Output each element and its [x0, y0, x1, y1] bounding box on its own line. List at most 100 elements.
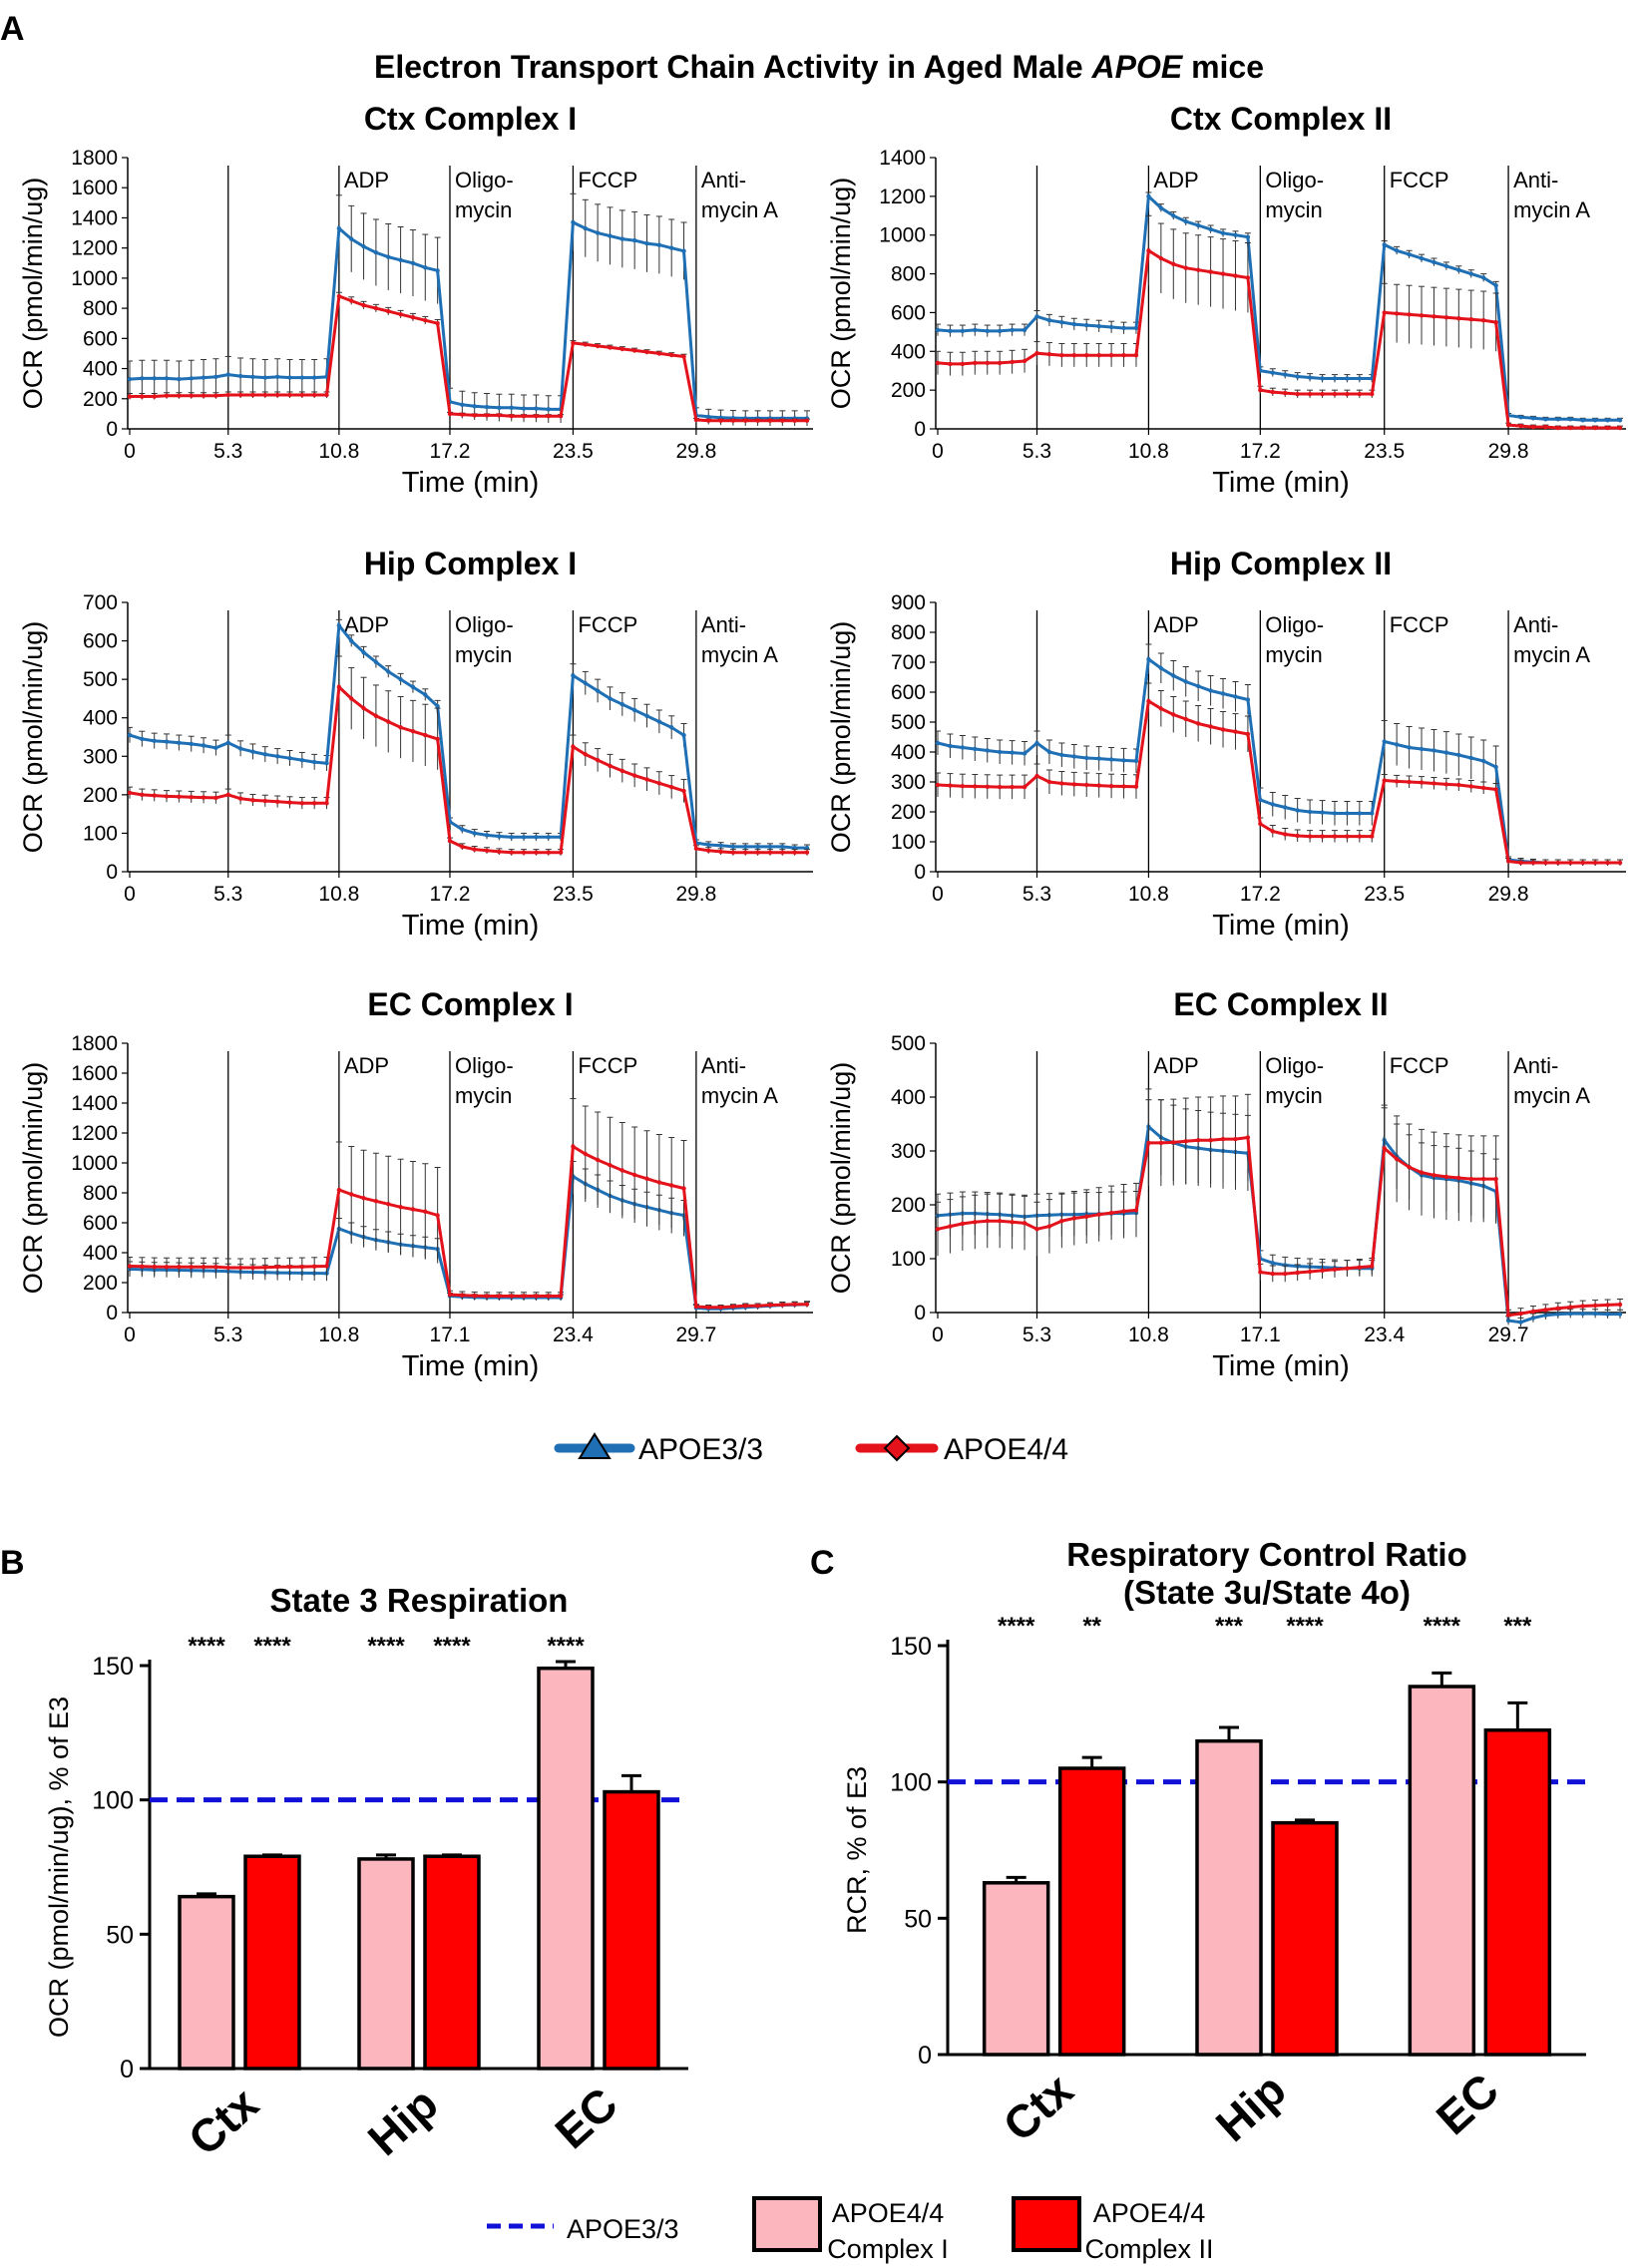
x-tick-label: 17.2 [430, 883, 471, 906]
data-point [644, 777, 649, 782]
data-point [1568, 1311, 1573, 1317]
x-tick-label: 5.3 [1023, 440, 1051, 463]
data-point [1295, 1270, 1300, 1276]
significance-label: **** [547, 1633, 585, 1660]
data-point [447, 411, 453, 417]
data-point [237, 392, 243, 398]
data-point [693, 1304, 699, 1310]
data-point [262, 1265, 267, 1270]
y-tick-label: 100 [83, 822, 118, 845]
y-tick-label: 100 [891, 831, 926, 854]
data-point [127, 732, 133, 738]
data-point [1034, 1227, 1039, 1232]
data-point [497, 413, 502, 418]
data-point [1195, 683, 1201, 689]
data-point [1046, 1224, 1052, 1229]
data-point [1010, 359, 1015, 365]
data-point [755, 418, 760, 423]
data-point [656, 351, 662, 356]
series-apoe44 [935, 682, 1623, 866]
data-point [1456, 752, 1461, 758]
series-line [937, 192, 1620, 422]
legend-label-apoe33: APOE3/3 [638, 1433, 763, 1466]
data-point [1208, 269, 1213, 274]
data-point [373, 713, 379, 718]
data-point [140, 376, 145, 381]
injection-label: Anti- [1513, 612, 1558, 637]
y-tick-label: 0 [914, 861, 926, 884]
injection-label: mycin [1265, 197, 1322, 222]
data-point [1245, 697, 1251, 702]
data-point [201, 393, 206, 398]
data-point [152, 738, 157, 744]
data-point [1605, 860, 1610, 866]
injection-label: mycin A [1513, 642, 1590, 667]
data-point [960, 361, 966, 367]
data-point [1295, 391, 1300, 397]
y-tick-label: 1400 [879, 147, 926, 170]
data-point [1432, 781, 1436, 786]
data-point [1208, 1138, 1213, 1143]
data-point [1518, 415, 1523, 420]
data-point [1183, 265, 1188, 270]
data-point [780, 1303, 785, 1308]
data-point [1046, 352, 1052, 357]
data-point [336, 293, 342, 299]
data-point [1580, 860, 1585, 866]
data-point [755, 1304, 760, 1309]
data-point [311, 392, 317, 398]
data-point [1096, 783, 1101, 788]
data-point [583, 342, 588, 347]
y-tick-label: 200 [83, 1272, 118, 1295]
data-point [1258, 797, 1263, 803]
injection-label: Anti- [1513, 168, 1558, 192]
data-point [1493, 787, 1498, 792]
data-point [546, 413, 551, 419]
data-point [681, 1186, 686, 1191]
y-tick-label: 500 [891, 711, 926, 734]
data-point [1071, 782, 1077, 787]
data-point [1071, 1216, 1077, 1221]
data-point [1010, 327, 1015, 333]
series-apoe33 [127, 1161, 810, 1313]
data-point [509, 850, 514, 855]
legend-label-complex2-b: Complex II [1084, 2234, 1213, 2264]
data-point [410, 684, 416, 690]
data-point [1171, 213, 1176, 218]
data-point [349, 1192, 354, 1197]
data-point [1258, 1270, 1263, 1275]
data-point [619, 768, 625, 774]
y-tick-label: 1200 [879, 186, 926, 208]
data-point [693, 417, 699, 423]
data-point [373, 250, 379, 255]
data-point [484, 848, 490, 853]
data-point [1555, 1306, 1561, 1311]
data-point [1307, 809, 1313, 815]
data-point [1059, 752, 1064, 758]
x-tick-label: 10.8 [318, 440, 359, 463]
data-point [435, 1213, 440, 1218]
data-point [361, 302, 366, 308]
data-point [997, 749, 1003, 755]
x-tick-label: 10.8 [1128, 883, 1169, 906]
y-tick-label: 1600 [71, 177, 118, 199]
data-point [1530, 1316, 1536, 1321]
legend-item-apoe33: APOE3/3 [554, 1432, 763, 1466]
data-point [410, 314, 416, 320]
data-point [497, 834, 502, 839]
data-point [521, 850, 527, 855]
series-line [129, 1173, 808, 1311]
data-point [1108, 784, 1114, 789]
data-point [299, 1264, 305, 1270]
data-point [299, 801, 305, 806]
data-point [681, 732, 686, 738]
data-point [349, 696, 354, 701]
data-point [1407, 745, 1412, 750]
data-point [1283, 805, 1288, 810]
data-point [250, 374, 255, 380]
data-point [960, 328, 966, 334]
data-point [669, 1183, 674, 1188]
data-point [1332, 811, 1338, 816]
data-point [1146, 1140, 1151, 1146]
data-point [1245, 731, 1251, 737]
